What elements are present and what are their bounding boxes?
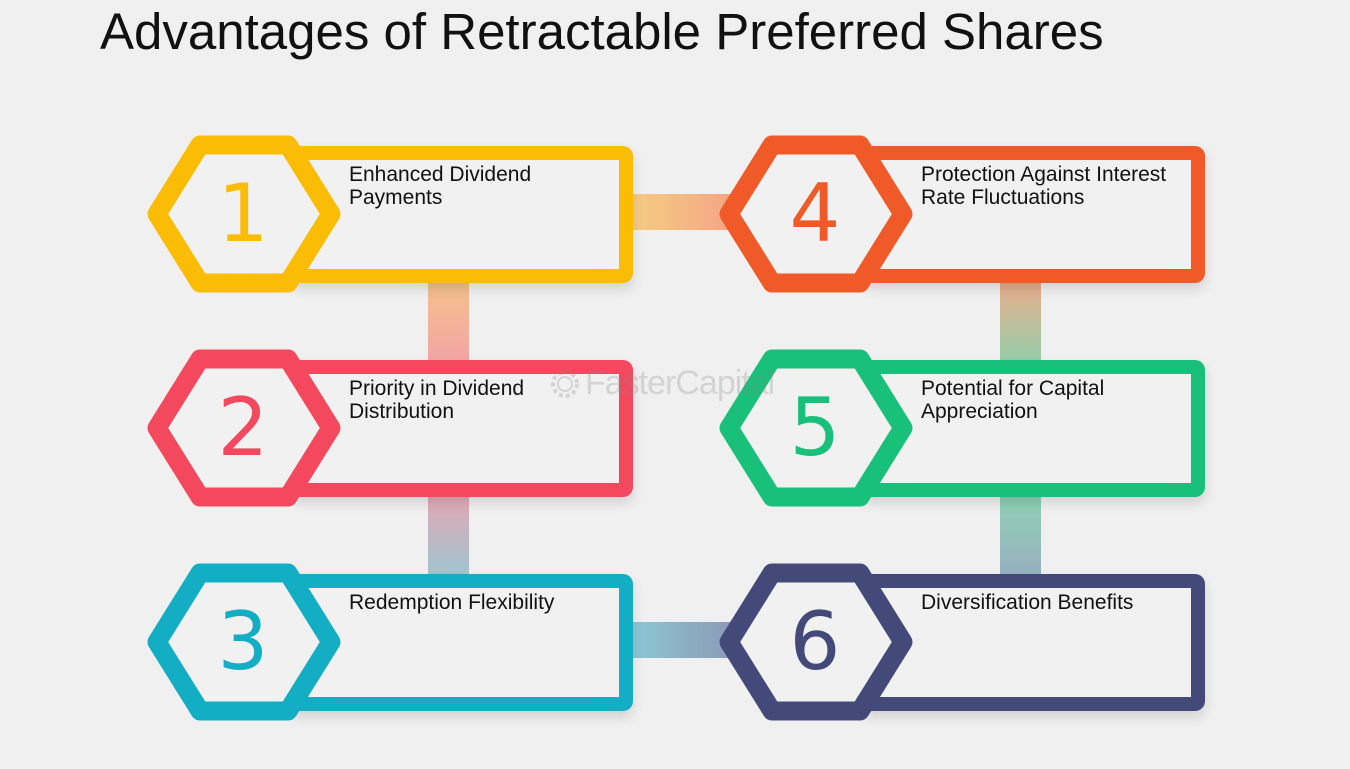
connector-1-2 — [428, 276, 469, 366]
connector-3-6 — [628, 622, 730, 658]
step-card-3: 3 Redemption Flexibility — [145, 561, 635, 723]
step-card-1: 1 Enhanced Dividend Payments — [145, 133, 635, 295]
hexagon-badge-1 — [147, 135, 341, 293]
hexagon-badge-3 — [147, 563, 341, 721]
step-label-6: Diversification Benefits — [921, 591, 1134, 614]
hexagon-badge-4 — [719, 135, 913, 293]
watermark-text: FasterCapital — [585, 364, 775, 402]
step-number-6: 6 — [789, 595, 841, 688]
step-card-2: 2 Priority in Dividend Distribution — [145, 347, 635, 509]
step-number-3: 3 — [217, 595, 269, 688]
step-card-6: 6 Diversification Benefits — [717, 561, 1207, 723]
step-number-1: 1 — [217, 167, 269, 260]
step-box-2 — [290, 360, 633, 497]
step-card-4: 4 Protection Against Interest Rate Fluct… — [717, 133, 1207, 295]
connector-4-5 — [1000, 276, 1041, 366]
connector-5-6 — [1000, 490, 1041, 580]
step-label-4: Protection Against Interest Rate Fluctua… — [921, 163, 1167, 209]
watermark: FasterCapital — [545, 360, 835, 408]
gear-icon — [551, 370, 579, 398]
hexagon-badge-6 — [719, 563, 913, 721]
hexagon-badge-2 — [147, 349, 341, 507]
step-number-2: 2 — [217, 381, 269, 474]
step-label-1: Enhanced Dividend Payments — [349, 163, 532, 209]
step-label-2: Priority in Dividend Distribution — [349, 377, 525, 423]
page-title: Advantages of Retractable Preferred Shar… — [100, 3, 1104, 60]
step-number-4: 4 — [789, 167, 841, 260]
step-box-4 — [862, 146, 1205, 283]
step-label-5: Potential for Capital Appreciation — [921, 377, 1105, 423]
step-box-1 — [290, 146, 633, 283]
connector-1-4 — [628, 194, 730, 230]
hexagon-badge-5 — [719, 349, 913, 507]
connector-2-3 — [428, 490, 469, 580]
step-number-5: 5 — [789, 381, 841, 474]
step-label-3: Redemption Flexibility — [349, 591, 555, 614]
step-box-3 — [290, 574, 633, 711]
step-card-5: 5 Potential for Capital Appreciation — [717, 347, 1207, 509]
